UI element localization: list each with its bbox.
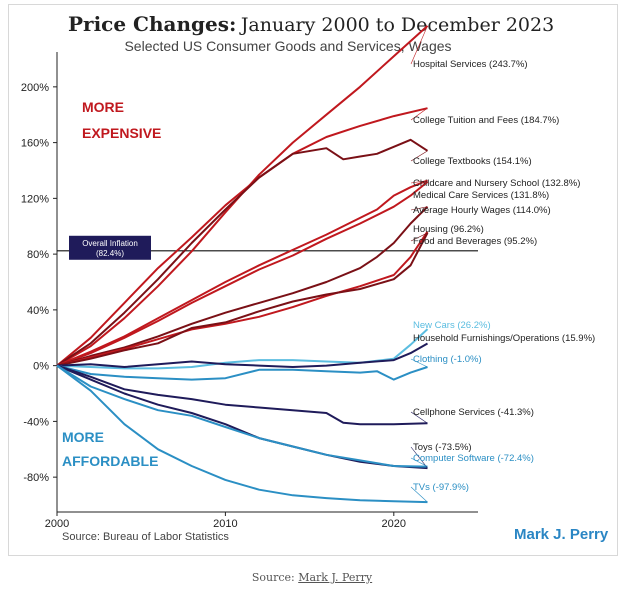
series-leader-1 — [410, 25, 428, 65]
series-line-13 — [56, 364, 428, 470]
y-tick-label: -80% — [23, 472, 49, 484]
series-label-2: College Tuition and Fees (184.7%) — [413, 115, 559, 126]
series-label-13: Toys (-73.5%) — [413, 442, 472, 453]
series-line-6 — [56, 205, 429, 367]
series-label-10: Household Furnishings/Operations (15.9%) — [413, 333, 595, 344]
series-line-11 — [56, 364, 428, 381]
series-leader-15 — [410, 486, 428, 503]
overall-inflation-label: Overall Inflation — [82, 239, 138, 248]
y-tick-label: -40% — [23, 416, 49, 428]
series-line-3 — [56, 138, 429, 367]
series-leader-6 — [410, 206, 428, 211]
series-layer — [56, 25, 429, 504]
series-leader-2 — [410, 107, 428, 121]
chart-title: Price Changes: January 2000 to December … — [68, 12, 554, 36]
series-line-14 — [56, 364, 428, 468]
y-tick-label: 160% — [21, 138, 49, 150]
title-rest: January 2000 to December 2023 — [240, 14, 555, 36]
series-label-14: Computer Software (-72.4%) — [413, 453, 534, 464]
overall-inflation-value: (82.4%) — [96, 249, 124, 258]
series-leader-13 — [410, 446, 428, 469]
series-label-5: Medical Care Services (131.8%) — [413, 190, 549, 201]
series-label-4: Childcare and Nursery School (132.8%) — [413, 178, 580, 189]
author-credit: Mark J. Perry — [514, 526, 609, 543]
series-line-7 — [56, 230, 429, 367]
series-line-10 — [56, 342, 428, 368]
series-leader-3 — [410, 150, 428, 162]
series-line-4 — [56, 179, 428, 367]
series-label-11: Clothing (-1.0%) — [413, 354, 482, 365]
y-tick-label: 40% — [27, 305, 49, 317]
title-bold: Price Changes: — [68, 12, 237, 36]
series-line-15 — [56, 364, 428, 504]
more-expensive-line2: EXPENSIVE — [82, 125, 161, 141]
series-leader-5 — [410, 181, 428, 196]
series-label-15: TVs (-97.9%) — [413, 482, 469, 493]
series-line-5 — [56, 181, 429, 367]
annotations: MORE EXPENSIVE MORE AFFORDABLE — [62, 99, 161, 469]
series-label-3: College Textbooks (154.1%) — [413, 156, 532, 167]
series-leader-4 — [410, 180, 428, 184]
source-note: Source: Bureau of Labor Statistics — [62, 531, 229, 543]
series-label-9: New Cars (26.2%) — [413, 320, 491, 331]
series-label-8: Food and Beverages (95.2%) — [413, 236, 537, 247]
more-affordable-line2: AFFORDABLE — [62, 453, 158, 469]
series-label-7: Housing (96.2%) — [413, 224, 484, 235]
series-line-12 — [56, 364, 428, 426]
x-tick-label: 2000 — [45, 518, 69, 530]
more-affordable-line1: MORE — [62, 429, 104, 445]
y-tick-label: 0% — [33, 361, 49, 373]
series-line-8 — [56, 232, 429, 367]
series-leader-12 — [410, 411, 428, 424]
y-tick-label: 200% — [21, 82, 49, 94]
series-label-12: Cellphone Services (-41.3%) — [413, 407, 534, 418]
chart-subtitle: Selected US Consumer Goods and Services,… — [124, 38, 452, 54]
overall-inflation-box — [69, 235, 151, 260]
more-expensive-line1: MORE — [82, 99, 124, 115]
line-chart: 200% 160% 120% 80% 40% 0% -40% -80% 2000 2010 2020… — [21, 25, 595, 530]
caption-link[interactable]: Mark J. Perry — [298, 571, 373, 584]
x-tick-label: 2020 — [382, 518, 406, 530]
y-tick-label: 80% — [27, 249, 49, 261]
series-line-2 — [56, 107, 428, 367]
y-tick-label: 120% — [21, 193, 49, 205]
x-tick-label: 2010 — [213, 518, 237, 530]
image-caption: Source: Mark J. Perry — [0, 571, 624, 584]
series-label-6: Average Hourly Wages (114.0%) — [413, 205, 551, 216]
series-line-9 — [56, 328, 429, 370]
series-label-1: Hospital Services (243.7%) — [413, 59, 528, 70]
caption-prefix: Source: — [251, 571, 299, 584]
series-leader-11 — [410, 358, 428, 368]
series-leader-8 — [410, 232, 428, 242]
chart-frame — [8, 4, 618, 556]
series-leader-14 — [410, 457, 428, 467]
chart-axes: 200% 160% 120% 80% 40% 0% -40% -80% 2000 2010 2020… — [21, 52, 478, 530]
series-labels: Hospital Services (243.7%) College Tuitio… — [410, 25, 595, 503]
